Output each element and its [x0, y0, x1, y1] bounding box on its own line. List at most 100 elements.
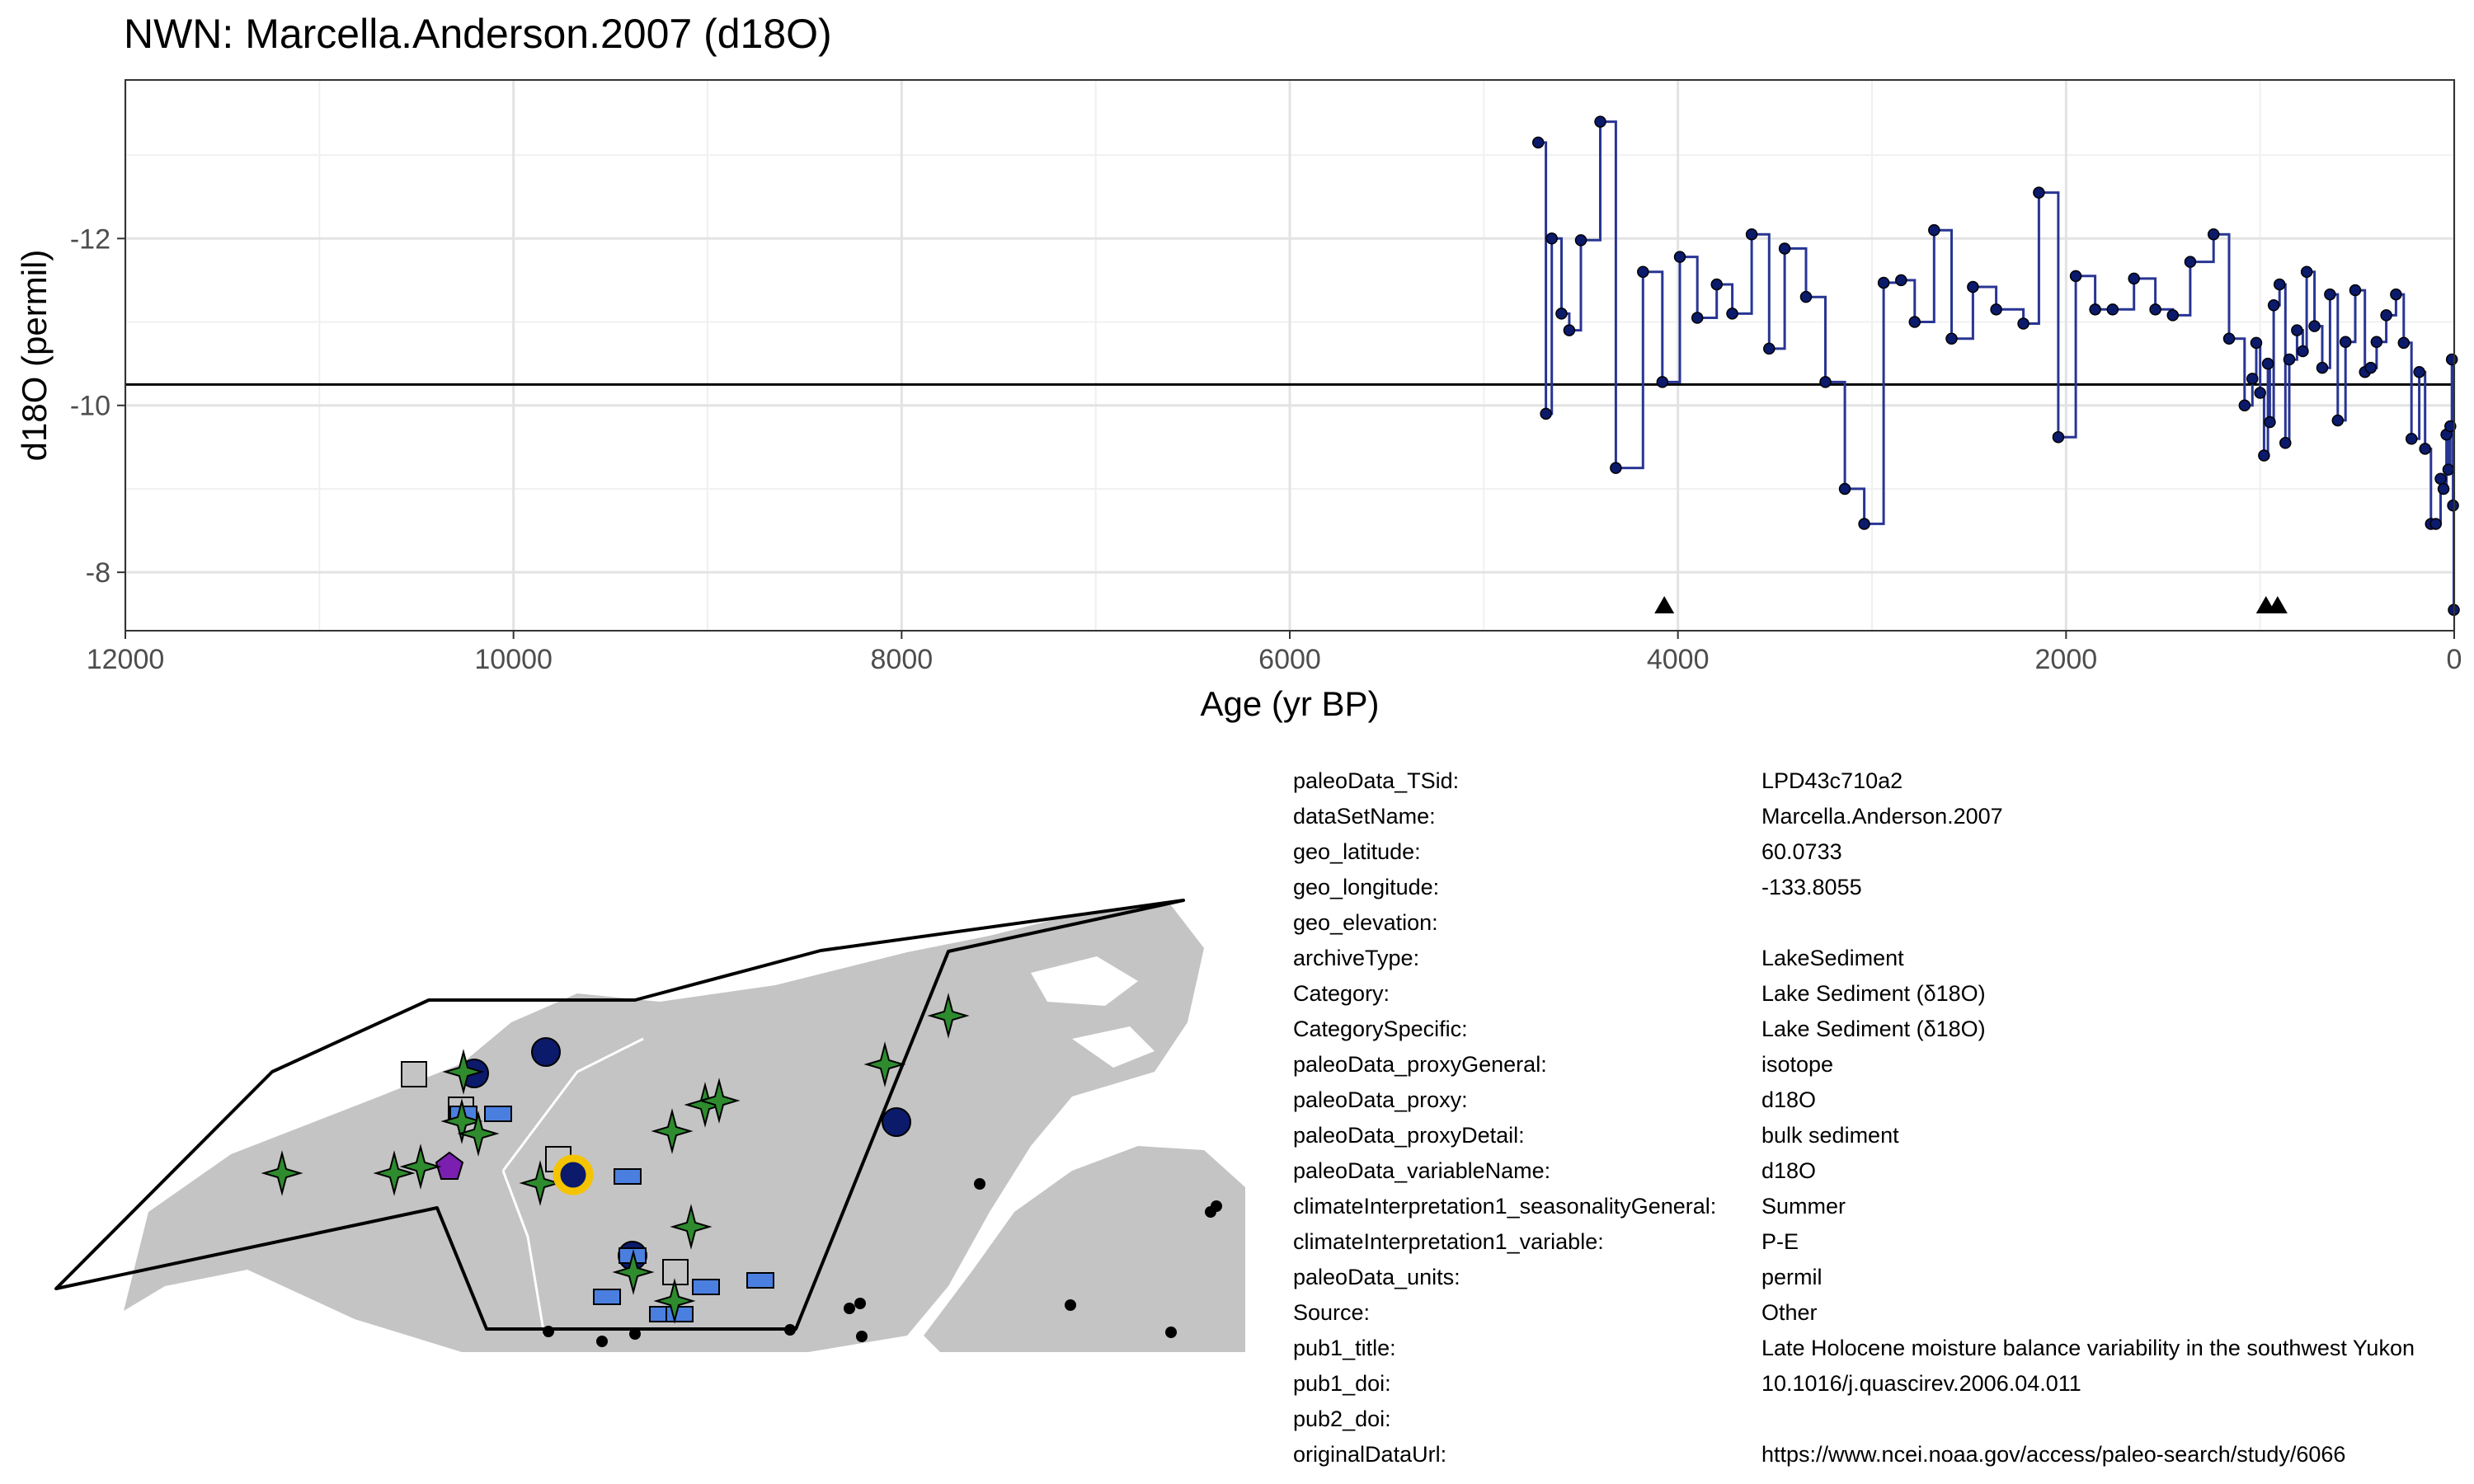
- metadata-row: pub1_title: Late Holocene moisture balanc…: [1293, 1331, 2474, 1366]
- data-point: [2017, 317, 2030, 330]
- site-rect: [746, 1272, 774, 1289]
- site-dot: [596, 1336, 608, 1347]
- data-point: [2283, 353, 2296, 366]
- site-rect: [666, 1306, 694, 1322]
- metadata-value: LPD43c710a2: [1761, 768, 1903, 793]
- site-star: [373, 1150, 416, 1196]
- data-point: [2166, 309, 2180, 322]
- land-island-2: [1072, 1026, 1155, 1068]
- metadata-row: paleoData_variableName: d18O: [1293, 1153, 2474, 1189]
- metadata-value: bulk sediment: [1761, 1123, 1899, 1148]
- site-star: [612, 1249, 655, 1295]
- x-tick-label: 8000: [871, 644, 934, 675]
- site-star: [519, 1160, 562, 1206]
- data-point: [2397, 336, 2411, 350]
- metadata-row: Category: Lake Sediment (δ18O): [1293, 976, 2474, 1012]
- metadata-value: Other: [1761, 1300, 1818, 1325]
- data-point: [2267, 299, 2280, 312]
- site-dot: [844, 1303, 855, 1314]
- data-point: [2222, 332, 2236, 345]
- metadata-value: LakeSediment: [1761, 946, 1904, 970]
- metadata-row: Source: Other: [1293, 1295, 2474, 1331]
- data-point: [2364, 361, 2378, 374]
- metadata-key: geo_latitude:: [1293, 839, 1421, 864]
- site-square: [662, 1259, 689, 1285]
- site-dot: [854, 1298, 866, 1309]
- site-dot: [974, 1178, 985, 1190]
- metadata-key: paleoData_units:: [1293, 1265, 1460, 1289]
- land-island-1: [1031, 956, 1138, 1006]
- x-tick-label: 10000: [474, 644, 553, 675]
- metadata-row: geo_elevation:: [1293, 905, 2474, 941]
- site-dot: [1165, 1327, 1177, 1338]
- site-rect: [614, 1168, 642, 1185]
- site-circle: [531, 1037, 561, 1067]
- data-point: [2339, 336, 2352, 349]
- data-point: [1726, 308, 1738, 320]
- metadata-key: pub1_title:: [1293, 1336, 1396, 1360]
- site-circle: [882, 1107, 911, 1137]
- metadata-row: paleoData_TSid: LPD43c710a2: [1293, 763, 2474, 799]
- border-line-2: [501, 1170, 546, 1336]
- site-star: [399, 1144, 442, 1190]
- data-point: [1710, 278, 1723, 291]
- metadata-value: Lake Sediment (δ18O): [1761, 981, 1986, 1006]
- series-line: [1538, 120, 2455, 610]
- site-square: [401, 1061, 427, 1087]
- data-point: [2264, 416, 2276, 429]
- metadata-value: Summer: [1761, 1194, 1846, 1219]
- data-point: [2444, 420, 2457, 433]
- data-point: [1656, 376, 1669, 388]
- data-point: [1799, 290, 1813, 303]
- metadata-row: archiveType: LakeSediment: [1293, 941, 2474, 976]
- metadata-row: geo_latitude: 60.0733: [1293, 834, 2474, 870]
- metadata-row: climateInterpretation1_variable: P-E: [1293, 1224, 2474, 1260]
- metadata-value: Lake Sediment (δ18O): [1761, 1017, 1986, 1041]
- data-point: [2316, 361, 2329, 374]
- series-points-group: [1531, 115, 2460, 616]
- axes: 12000 10000 8000 6000 4000 2000 0 -12 -10 -8: [70, 223, 2462, 675]
- data-point: [1819, 376, 1832, 388]
- y-tick-label: -12: [70, 223, 111, 255]
- metadata-value: 60.0733: [1761, 839, 1842, 864]
- data-point: [2238, 399, 2251, 411]
- series-line-group: [1538, 120, 2455, 610]
- data-point: [2445, 353, 2458, 366]
- metadata-table: paleoData_TSid: LPD43c710a2 dataSetName: Ma…: [1293, 763, 2474, 1472]
- metadata-value: permil: [1761, 1265, 1823, 1289]
- metadata-value: Marcella.Anderson.2007: [1761, 804, 2003, 829]
- data-point: [2308, 320, 2321, 332]
- data-point: [2128, 272, 2140, 285]
- data-point: [2380, 309, 2392, 322]
- site-star: [261, 1150, 303, 1196]
- site-star: [440, 1098, 483, 1144]
- age-marker-triangle: [2267, 596, 2288, 613]
- age-marker-group: [1654, 596, 2288, 613]
- site-map: [54, 899, 1245, 1352]
- metadata-row: climateInterpretation1_seasonalityGenera…: [1293, 1189, 2474, 1224]
- data-point: [2324, 288, 2336, 301]
- site-star: [457, 1111, 500, 1157]
- data-point: [1610, 462, 1622, 474]
- data-point: [2184, 256, 2197, 268]
- y-axis-title: d18O (permil): [15, 250, 54, 462]
- region-outline: [54, 899, 1185, 1331]
- site-rect: [593, 1289, 621, 1305]
- data-point: [1563, 324, 1576, 336]
- data-point: [1594, 115, 1606, 128]
- data-point: [1555, 308, 1568, 320]
- site-star: [653, 1278, 696, 1324]
- data-point: [2052, 430, 2065, 444]
- data-point: [2349, 284, 2362, 297]
- metadata-key: paleoData_proxyDetail:: [1293, 1123, 1525, 1148]
- site-dot: [1205, 1206, 1216, 1218]
- metadata-value: d18O: [1761, 1087, 1817, 1112]
- metadata-key: dataSetName:: [1293, 804, 1436, 829]
- data-point: [1540, 407, 1552, 420]
- x-axis-title: Age (yr BP): [1200, 684, 1379, 723]
- site-star: [651, 1108, 694, 1154]
- data-point: [2447, 499, 2459, 512]
- metadata-value: d18O: [1761, 1158, 1817, 1183]
- data-point: [1908, 316, 1921, 328]
- site-dot: [543, 1326, 554, 1337]
